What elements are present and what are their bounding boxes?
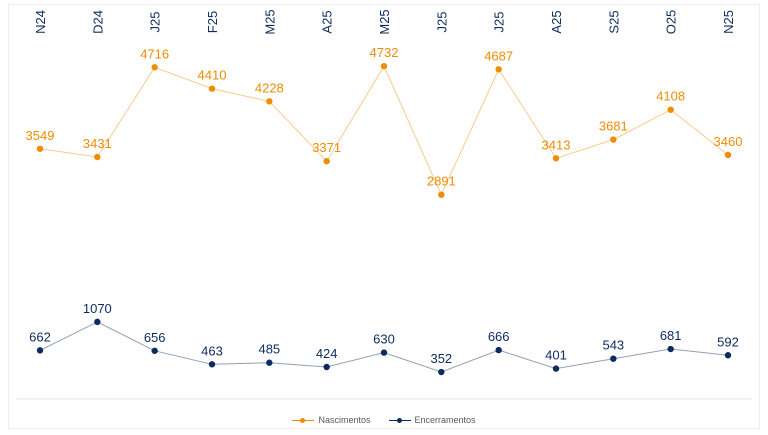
x-tick-label-m25-4: M25	[262, 9, 277, 34]
x-tick-label-j25-2: J25	[148, 12, 163, 33]
legend-label-encerramentos: Encerramentos	[414, 415, 476, 425]
data-point-nascimentos-10	[610, 136, 617, 143]
data-point-encerramentos-10	[610, 355, 617, 362]
x-tick-label-j25-8: J25	[492, 12, 507, 33]
data-label-encerramentos-8: 666	[488, 329, 510, 344]
data-point-nascimentos-5	[323, 158, 330, 165]
data-point-nascimentos-8	[495, 66, 502, 73]
data-point-encerramentos-6	[380, 349, 388, 356]
x-tick-label-m25-6: M25	[377, 9, 392, 34]
data-label-encerramentos-10: 543	[602, 338, 624, 353]
data-label-nascimentos-12: 3460	[714, 134, 743, 149]
data-point-encerramentos-8	[495, 346, 502, 354]
data-label-encerramentos-2: 656	[144, 330, 166, 345]
data-label-nascimentos-5: 3371	[312, 140, 341, 155]
series-encerramentos: 662 1070 656 463 485 424 630 352 666 401 543 681 592	[29, 301, 739, 376]
data-label-nascimentos-6: 4732	[370, 45, 399, 60]
data-point-encerramentos-12	[724, 352, 732, 359]
data-label-nascimentos-11: 4108	[656, 89, 685, 104]
data-label-nascimentos-1: 3431	[83, 136, 112, 151]
data-label-encerramentos-11: 681	[660, 328, 682, 343]
x-tick-label-d24-1: D24	[90, 10, 105, 34]
data-point-nascimentos-7	[438, 191, 445, 198]
chart-legend: Nascimentos Encerramentos	[0, 412, 768, 428]
data-point-encerramentos-3	[208, 361, 216, 368]
data-label-encerramentos-4: 485	[258, 342, 280, 357]
legend-marker-nascimentos	[292, 416, 315, 425]
data-point-encerramentos-4	[266, 359, 273, 366]
data-point-encerramentos-11	[667, 345, 674, 353]
data-point-nascimentos-3	[208, 85, 216, 92]
data-label-nascimentos-9: 3413	[542, 137, 571, 152]
data-label-nascimentos-3: 4410	[198, 68, 227, 83]
data-label-nascimentos-10: 3681	[599, 119, 628, 134]
data-point-nascimentos-11	[667, 106, 674, 113]
x-axis-tick-labels: N24 D24 J25 F25 M25 A25 M25 J25 J25 A25 S25 O25 N25	[33, 9, 736, 34]
chart-frame	[8, 4, 760, 429]
legend-marker-encerramentos	[388, 416, 411, 425]
x-tick-label-n25-12: N25	[721, 10, 736, 34]
data-label-encerramentos-5: 424	[316, 346, 338, 361]
legend-label-nascimentos: Nascimentos	[318, 415, 371, 425]
x-tick-label-s25-10: S25	[606, 10, 621, 33]
data-label-encerramentos-1: 1070	[83, 301, 112, 316]
x-tick-label-n24-0: N24	[33, 10, 48, 34]
x-tick-label-o25-11: O25	[664, 10, 679, 35]
data-point-encerramentos-5	[323, 363, 330, 371]
data-label-nascimentos-7: 2891	[427, 174, 456, 189]
data-point-nascimentos-1	[94, 153, 101, 161]
x-tick-label-a25-9: A25	[549, 10, 564, 33]
data-point-encerramentos-0	[36, 347, 44, 354]
x-tick-label-a25-5: A25	[320, 10, 335, 33]
data-label-encerramentos-7: 352	[430, 351, 452, 366]
data-point-encerramentos-9	[552, 365, 560, 372]
data-label-encerramentos-6: 630	[373, 332, 395, 347]
legend-item-nascimentos: Nascimentos	[292, 415, 371, 425]
data-point-nascimentos-6	[380, 62, 388, 70]
data-point-nascimentos-2	[151, 64, 158, 71]
data-point-encerramentos-2	[151, 347, 158, 354]
data-label-encerramentos-0: 662	[29, 329, 51, 344]
data-point-nascimentos-4	[266, 98, 273, 105]
data-label-nascimentos-4: 4228	[255, 80, 284, 95]
data-point-encerramentos-1	[94, 318, 101, 326]
data-point-encerramentos-7	[438, 368, 445, 376]
data-point-nascimentos-9	[552, 155, 560, 162]
data-label-nascimentos-8: 4687	[484, 48, 513, 63]
x-tick-label-f25-3: F25	[205, 11, 220, 33]
data-point-nascimentos-12	[724, 151, 732, 159]
data-label-nascimentos-0: 3549	[26, 128, 55, 143]
legend-item-encerramentos: Encerramentos	[388, 415, 476, 425]
data-label-encerramentos-12: 592	[717, 334, 739, 349]
data-label-nascimentos-2: 4716	[140, 46, 169, 61]
series-nascimentos: 3549 3431 4716 4410 4228 3371 4732 2891 4687 3413…	[26, 45, 743, 198]
data-point-nascimentos-0	[36, 145, 44, 152]
data-label-encerramentos-9: 401	[545, 348, 567, 363]
data-label-encerramentos-3: 463	[201, 343, 223, 358]
x-tick-label-j25-7: J25	[434, 12, 449, 33]
